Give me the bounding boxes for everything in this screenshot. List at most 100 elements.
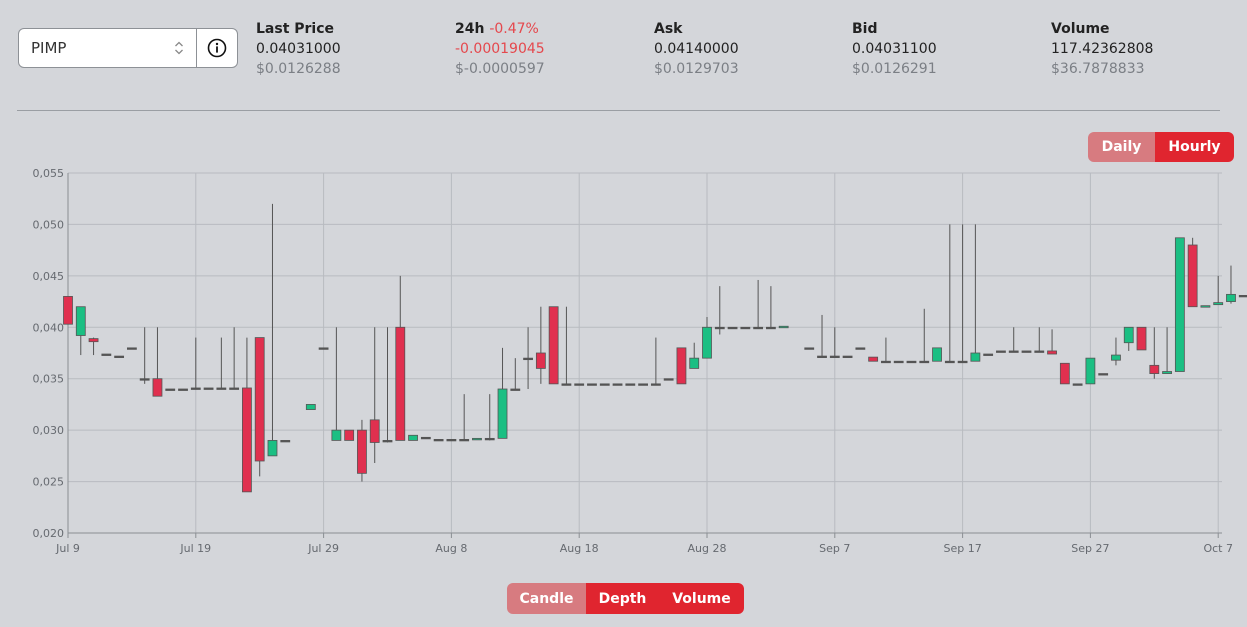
depth-button[interactable]: Depth bbox=[586, 583, 659, 614]
candle-down bbox=[1187, 244, 1198, 308]
candle-down bbox=[63, 296, 73, 325]
stat-value: 0.04140000 bbox=[654, 41, 739, 57]
candle-down bbox=[625, 383, 636, 386]
candle-down bbox=[101, 353, 112, 356]
candle-down bbox=[957, 360, 968, 364]
candle-up bbox=[408, 434, 418, 441]
candle-down bbox=[1059, 362, 1070, 385]
candle-down bbox=[1034, 350, 1045, 353]
candle-down bbox=[1098, 373, 1109, 376]
candle-down bbox=[753, 326, 764, 330]
x-tick-label: Aug 18 bbox=[560, 542, 599, 555]
candle-down bbox=[1047, 350, 1057, 355]
candle-up bbox=[331, 429, 342, 441]
candle-up bbox=[932, 347, 942, 362]
candle-down bbox=[139, 378, 150, 381]
candle-down bbox=[1238, 294, 1247, 298]
candle-down bbox=[382, 440, 393, 443]
info-button[interactable] bbox=[196, 29, 237, 67]
candle-down bbox=[446, 438, 457, 442]
candle-down bbox=[88, 338, 99, 343]
volume-button[interactable]: Volume bbox=[659, 583, 744, 614]
candle-down bbox=[893, 360, 904, 364]
stat-label: Volume bbox=[1051, 21, 1110, 37]
candle-down bbox=[996, 350, 1006, 353]
y-tick-label: 0,050 bbox=[33, 218, 65, 231]
stat-pct: -0.47% bbox=[489, 21, 539, 37]
x-tick-label: Jul 9 bbox=[55, 542, 80, 555]
candle-down bbox=[906, 360, 917, 364]
stat-label: Ask bbox=[654, 21, 683, 37]
x-tick-label: Sep 7 bbox=[819, 542, 850, 555]
candle-down bbox=[190, 387, 201, 390]
candle-down bbox=[318, 347, 329, 350]
stat-usd: $36.7878833 bbox=[1051, 61, 1145, 77]
y-tick-label: 0,025 bbox=[33, 476, 65, 489]
stat-24h: 24h -0.47% -0.00019045 $-0.0000597 bbox=[455, 19, 545, 79]
stat-ask: Ask 0.04140000 $0.0129703 bbox=[654, 19, 739, 79]
y-tick-label: 0,030 bbox=[33, 424, 65, 437]
candle-down bbox=[1072, 383, 1083, 386]
candle-down bbox=[766, 326, 776, 330]
candle-down bbox=[855, 347, 866, 350]
x-tick-label: Aug 28 bbox=[688, 542, 727, 555]
candle-down bbox=[983, 353, 994, 356]
stat-bid: Bid 0.04031100 $0.0126291 bbox=[852, 19, 937, 79]
candle-up bbox=[1162, 371, 1172, 374]
candle-up bbox=[472, 437, 482, 441]
candle-down bbox=[714, 326, 725, 330]
stat-value: -0.00019045 bbox=[455, 41, 545, 57]
stat-last-price: Last Price 0.04031000 $0.0126288 bbox=[256, 19, 341, 79]
candle-down bbox=[523, 357, 533, 361]
candle-down bbox=[229, 387, 240, 390]
candle-down bbox=[919, 360, 930, 364]
candle-down bbox=[254, 337, 265, 462]
candle-up bbox=[689, 357, 700, 369]
stat-usd: $0.0126288 bbox=[256, 61, 341, 77]
candle-up bbox=[1085, 357, 1096, 385]
candle-up bbox=[1200, 305, 1211, 308]
stat-value: 0.04031000 bbox=[256, 41, 341, 57]
view-toggle: Candle Depth Volume bbox=[507, 583, 744, 614]
candle-down bbox=[817, 355, 827, 358]
header-divider bbox=[17, 110, 1220, 111]
daily-button[interactable]: Daily bbox=[1088, 132, 1155, 162]
candle-down bbox=[1149, 364, 1160, 374]
candle-down bbox=[344, 429, 355, 441]
candle-down bbox=[881, 360, 891, 364]
chevron-up-down-icon bbox=[175, 41, 183, 55]
stat-label: Last Price bbox=[256, 21, 335, 37]
candle-down bbox=[561, 383, 572, 386]
stat-volume: Volume 117.42362808 $36.7878833 bbox=[1051, 19, 1153, 79]
x-tick-label: Sep 17 bbox=[943, 542, 981, 555]
x-tick-label: Aug 8 bbox=[435, 542, 467, 555]
stat-label: 24h bbox=[455, 21, 485, 37]
candle-down bbox=[535, 352, 546, 369]
candle-down bbox=[1008, 350, 1019, 353]
candle-down bbox=[178, 388, 188, 391]
candle-down bbox=[1136, 326, 1147, 351]
candle-down bbox=[203, 387, 214, 390]
candle-down bbox=[433, 438, 444, 442]
candle-up bbox=[305, 404, 316, 410]
x-tick-label: Jul 19 bbox=[179, 542, 211, 555]
pair-selector[interactable]: PIMP bbox=[18, 28, 238, 68]
candle-up bbox=[1213, 302, 1224, 306]
y-tick-label: 0,045 bbox=[33, 270, 65, 283]
candle-up bbox=[970, 352, 981, 362]
candle-down bbox=[127, 347, 137, 350]
candle-down bbox=[395, 326, 406, 441]
candle-up bbox=[497, 388, 508, 439]
candle-up bbox=[1226, 293, 1236, 302]
candle-button[interactable]: Candle bbox=[507, 583, 586, 614]
candle-down bbox=[420, 436, 431, 440]
pair-select-value[interactable]: PIMP bbox=[19, 29, 196, 67]
stat-label: Bid bbox=[852, 21, 878, 37]
x-tick-label: Oct 7 bbox=[1203, 542, 1233, 555]
y-tick-label: 0,020 bbox=[33, 527, 65, 540]
x-tick-label: Sep 27 bbox=[1071, 542, 1109, 555]
candle-down bbox=[152, 378, 163, 397]
candle-down bbox=[357, 429, 367, 474]
y-tick-label: 0,055 bbox=[33, 167, 65, 180]
hourly-button[interactable]: Hourly bbox=[1155, 132, 1234, 162]
